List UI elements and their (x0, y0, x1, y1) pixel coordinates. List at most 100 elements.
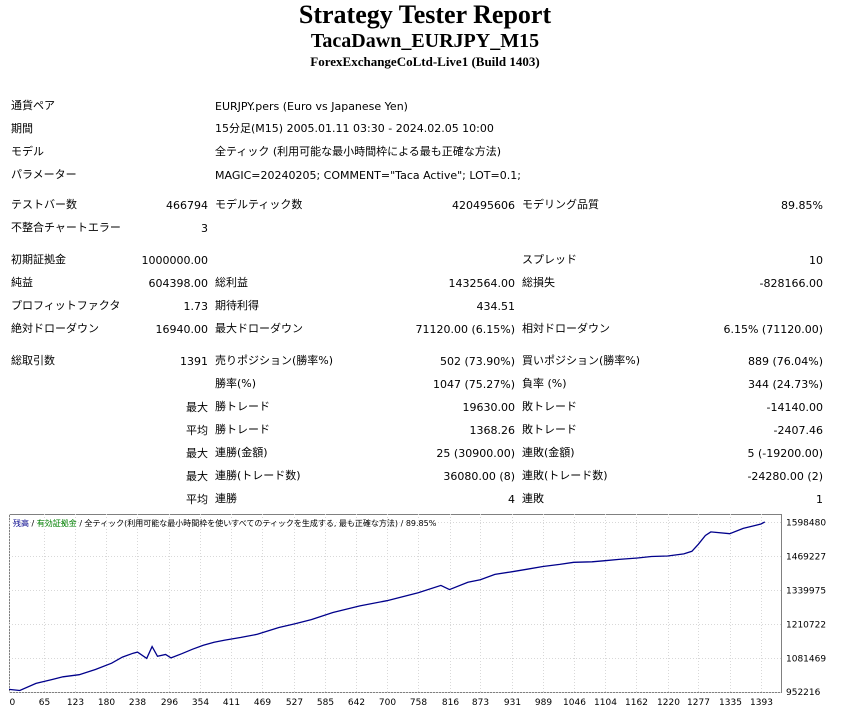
max-label: 最大 (186, 401, 208, 414)
cons-wins-money-label: 連勝(金額) (215, 446, 268, 459)
x-tick-label: 1104 (594, 698, 617, 708)
quality-value: 89.85% (781, 199, 823, 212)
long-positions-label: 買いポジション(勝率%) (522, 354, 641, 367)
cons-profit-label: 連勝(トレード数) (215, 469, 301, 482)
legend-quality: 89.85% (406, 519, 437, 528)
avg-cons-wins-value: 4 (508, 493, 515, 506)
rel-drawdown-value: 6.15% (71120.00) (723, 323, 823, 336)
symbol-value: EURJPY.pers (Euro vs Japanese Yen) (215, 100, 408, 113)
x-axis-labels: 0 65 123 180 238 296 354 411 469 527 585 642 700 758 8… (10, 698, 773, 708)
legend-balance: 残高 (13, 518, 29, 528)
cons-wins-money-value: 25 (30900.00) (436, 447, 515, 460)
x-tick-label: 1220 (657, 698, 680, 708)
long-positions-value: 889 (76.04%) (747, 355, 823, 368)
x-tick-label: 238 (129, 698, 146, 708)
win-rate-label: 勝率(%) (215, 377, 257, 390)
y-tick-label: 1598480 (786, 519, 826, 529)
x-tick-label: 469 (254, 698, 271, 708)
cons-loss-value: -24280.00 (2) (747, 470, 823, 483)
avg-label-2: 平均 (186, 493, 208, 506)
mismatch-label: 不整合チャートエラー (11, 221, 121, 234)
y-tick-label: 1469227 (786, 553, 826, 563)
x-tick-label: 758 (410, 698, 427, 708)
params-label: パラメーター (11, 168, 77, 181)
win-rate-value: 1047 (75.27%) (432, 378, 515, 391)
profit-factor-value: 1.73 (183, 300, 209, 313)
x-tick-label: 931 (504, 698, 521, 708)
expected-payoff-value: 434.51 (476, 300, 516, 313)
short-positions-label: 売りポジション(勝率%) (215, 354, 334, 367)
y-tick-label: 1210722 (786, 621, 826, 631)
avg-cons-wins-label: 連勝 (215, 492, 237, 505)
x-tick-label: 585 (317, 698, 334, 708)
x-tick-label: 123 (67, 698, 84, 708)
x-tick-label: 0 (10, 698, 16, 708)
max-win-value: 19630.00 (462, 401, 516, 414)
legend-margin: 有効証拠金 (37, 518, 77, 528)
x-tick-label: 1046 (563, 698, 586, 708)
expected-payoff-label: 期待利得 (215, 299, 259, 312)
x-tick-label: 1277 (687, 698, 710, 708)
server-build: ForexExchangeCoLtd-Live1 (Build 1403) (310, 54, 540, 69)
y-axis-labels: 1598480 1469227 1339975 1210722 1081469 95221… (786, 519, 826, 699)
cons-profit-value: 36080.00 (8) (443, 470, 515, 483)
bars-label: テストバー数 (11, 198, 77, 211)
avg-win-value: 1368.26 (469, 424, 516, 437)
profit-factor-label: プロフィットファクタ (11, 299, 121, 312)
cons-loss-label: 連敗(トレード数) (522, 469, 608, 482)
loss-rate-value: 344 (24.73%) (747, 378, 823, 391)
symbol-label: 通貨ペア (11, 99, 55, 112)
x-tick-label: 296 (161, 698, 178, 708)
total-trades-value: 1391 (180, 355, 208, 368)
net-profit-value: 604398.00 (148, 277, 209, 290)
x-tick-label: 989 (535, 698, 552, 708)
y-tick-label: 1339975 (786, 587, 826, 597)
max-loss-label: 敗トレード (522, 400, 577, 413)
max-win-label: 勝トレード (215, 400, 270, 413)
max-loss-value: -14140.00 (766, 401, 823, 414)
x-tick-label: 411 (223, 698, 240, 708)
max-label-3: 最大 (186, 470, 208, 483)
x-tick-label: 1393 (750, 698, 773, 708)
cons-losses-money-value: 5 (-19200.00) (747, 447, 823, 460)
max-drawdown-label: 最大ドローダウン (215, 322, 303, 335)
x-tick-label: 527 (286, 698, 303, 708)
net-profit-label: 純益 (11, 276, 33, 289)
report-title: Strategy Tester Report (298, 0, 552, 29)
spread-value: 10 (809, 254, 823, 267)
gross-profit-label: 総利益 (215, 276, 248, 289)
x-tick-label: 873 (472, 698, 489, 708)
max-label-2: 最大 (186, 447, 208, 460)
period-value: 15分足(M15) 2005.01.11 03:30 - 2024.02.05 … (215, 122, 494, 135)
legend-model: 全ティック(利用可能な最小時間枠を使いすべてのティックを生成する, 最も正確な方… (85, 518, 398, 528)
loss-rate-label: 負率 (%) (522, 377, 567, 390)
plot-frame (9, 514, 782, 693)
mismatch-value: 3 (201, 222, 208, 235)
spread-label: スプレッド (522, 253, 577, 266)
abs-drawdown-label: 絶対ドローダウン (11, 322, 99, 335)
x-tick-label: 700 (379, 698, 396, 708)
y-tick-label: 1081469 (786, 655, 826, 665)
balance-chart: 1598480 1469227 1339975 1210722 1081469 95221… (9, 514, 826, 708)
avg-loss-value: -2407.46 (773, 424, 823, 437)
params-value: MAGIC=20240205; COMMENT="Taca Active"; L… (215, 169, 521, 182)
ticks-value: 420495606 (452, 199, 515, 212)
cons-losses-money-label: 連敗(金額) (522, 446, 575, 459)
legend-sep-1: / (29, 519, 37, 528)
legend-sep-2: / (77, 519, 85, 528)
x-tick-label: 816 (442, 698, 459, 708)
chart-series (9, 521, 766, 692)
strategy-name: TacaDawn_EURJPY_M15 (310, 30, 540, 52)
model-label: モデル (11, 145, 44, 158)
quality-label: モデリング品質 (522, 198, 599, 211)
y-tick-label: 952216 (786, 688, 821, 698)
x-tick-label: 1335 (719, 698, 742, 708)
ticks-label: モデルティック数 (215, 198, 303, 211)
deposit-label: 初期証拠金 (11, 253, 66, 266)
avg-label: 平均 (186, 424, 208, 437)
gross-loss-value: -828166.00 (759, 277, 823, 290)
balance-line (9, 521, 766, 692)
x-tick-label: 642 (348, 698, 365, 708)
abs-drawdown-value: 16940.00 (155, 323, 209, 336)
max-drawdown-value: 71120.00 (6.15%) (415, 323, 515, 336)
